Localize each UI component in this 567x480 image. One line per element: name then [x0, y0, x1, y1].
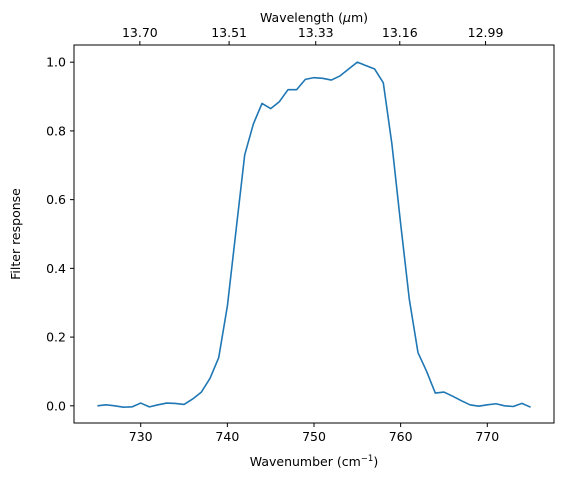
y-tick-label: 0.2	[46, 330, 66, 345]
top-x-tick-label: 13.33	[298, 25, 334, 40]
top-x-tick-label: 13.16	[382, 25, 418, 40]
y-tick-label: 0.6	[46, 192, 66, 207]
x-tick-label: 770	[475, 429, 499, 444]
y-axis-label: Filter response	[8, 188, 23, 280]
bottom-x-axis: 730 740 750 760 770	[129, 423, 499, 444]
top-x-tick-label: 13.51	[211, 25, 247, 40]
plot-area	[97, 61, 531, 408]
x-tick-label: 760	[389, 429, 413, 444]
y-tick-label: 0.8	[46, 123, 66, 138]
top-x-axis: 13.70 13.51 13.33 13.16 12.99	[122, 25, 504, 45]
x-axis-label: Wavenumber (cm−1)	[250, 454, 378, 469]
top-x-tick-label: 13.70	[122, 25, 158, 40]
top-x-axis-label: Wavelength (μm)	[260, 10, 368, 25]
x-tick-label: 730	[129, 429, 153, 444]
y-tick-label: 0.0	[46, 398, 66, 413]
x-tick-label: 740	[215, 429, 239, 444]
y-tick-label: 0.4	[46, 261, 66, 276]
y-tick-label: 1.0	[46, 55, 66, 70]
top-x-tick-label: 12.99	[468, 25, 504, 40]
x-tick-label: 750	[302, 429, 326, 444]
axes-frame	[73, 44, 555, 424]
series-line-0	[97, 61, 531, 408]
y-axis: 0.0 0.2 0.4 0.6 0.8 1.0	[46, 55, 74, 413]
